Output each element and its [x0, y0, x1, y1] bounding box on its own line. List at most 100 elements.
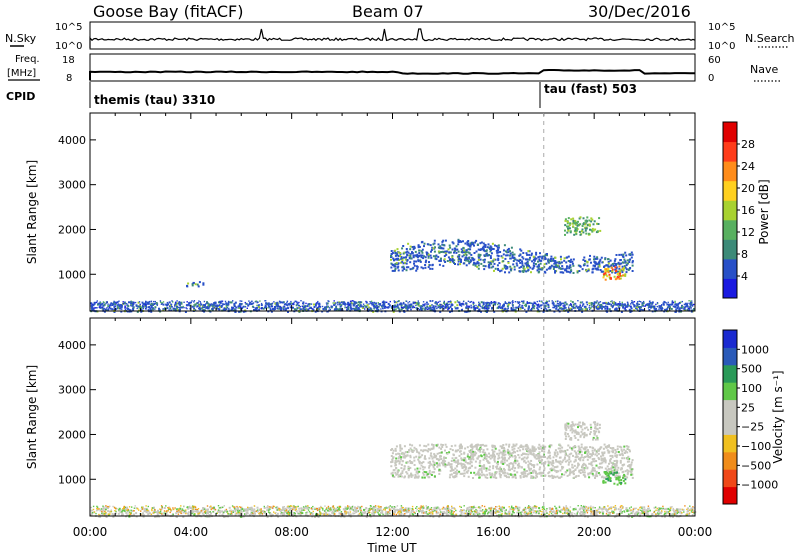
power-ground: [448, 300, 450, 303]
power-cell: [464, 242, 467, 245]
power-ground: [398, 300, 400, 302]
power-cell: [451, 255, 454, 258]
power-ground: [423, 305, 425, 307]
velocity-cell: [596, 422, 599, 425]
velocity-cell: [621, 452, 624, 455]
power-ground: [647, 307, 650, 309]
power-cell: [280, 308, 283, 310]
power-ground: [434, 302, 436, 304]
power-cell: [296, 307, 299, 310]
power-cell: [465, 257, 468, 260]
power-cell: [180, 302, 183, 305]
power-cell: [336, 308, 339, 311]
power-ground: [256, 304, 258, 307]
power-ground: [220, 300, 223, 302]
power-ground: [318, 305, 320, 307]
power-ground: [467, 300, 470, 302]
power-cell: [490, 249, 492, 251]
power-cell: [596, 257, 599, 260]
power-ground: [649, 300, 651, 302]
power-ground: [256, 301, 258, 304]
power-ground: [612, 304, 615, 306]
velocity-cell: [561, 467, 564, 470]
velocity-cell: [459, 445, 462, 448]
velocity-cell: [413, 464, 416, 466]
velocity-cell: [450, 513, 453, 516]
velocity-cell: [513, 469, 516, 472]
power-cell: [402, 262, 405, 265]
power-cell: [532, 303, 535, 306]
power-cell: [583, 263, 586, 266]
power-cell: [132, 306, 135, 309]
velocity-cell: [587, 454, 589, 457]
power-cell: [465, 249, 468, 252]
power-cell: [476, 262, 479, 265]
power-cell: [432, 247, 435, 250]
power-cell: [618, 263, 621, 266]
power-ground: [646, 303, 648, 306]
power-ground: [444, 303, 446, 306]
power-cell: [397, 306, 400, 309]
velocity-cell: [460, 509, 462, 511]
velocity-cell: [482, 449, 485, 452]
power-cell: [620, 275, 623, 277]
power-cell: [467, 240, 470, 242]
power-cell: [197, 285, 200, 288]
velocity-cell: [207, 508, 209, 511]
velocity-cell: [611, 456, 614, 459]
velocity-cell: [407, 476, 410, 479]
power-ground: [249, 301, 252, 304]
velocity-cell: [591, 446, 594, 449]
power-ground: [447, 308, 449, 311]
power-ground: [339, 302, 341, 304]
power-ground: [513, 307, 515, 309]
power-cell: [510, 269, 513, 272]
velocity-cell: [533, 464, 536, 467]
velocity-cell: [183, 511, 185, 514]
power-cell: [565, 267, 568, 270]
power-ground: [447, 308, 450, 310]
power-cell: [460, 260, 462, 263]
power-ground: [570, 303, 572, 305]
power-cell: [491, 248, 494, 250]
power-cell: [477, 248, 480, 251]
power-ground: [456, 307, 458, 309]
power-cell: [441, 243, 444, 246]
velocity-cell: [499, 466, 502, 469]
velocity-cell: [567, 511, 570, 514]
velocity-cell: [459, 450, 461, 453]
velocity-cell: [580, 456, 583, 459]
velocity-cell: [394, 462, 397, 465]
power-ground: [99, 301, 101, 303]
velocity-cell: [566, 454, 569, 457]
velocity-cell: [578, 452, 580, 455]
power-cell: [484, 250, 487, 253]
velocity-cell: [531, 475, 534, 478]
velocity-cell: [99, 514, 101, 517]
velocity-cell: [502, 444, 505, 446]
velocity-cell: [577, 462, 580, 465]
velocity-cell: [533, 466, 535, 469]
power-cell: [584, 260, 586, 263]
power-ground: [228, 308, 230, 311]
power-cell: [569, 261, 572, 264]
velocity-cell: [613, 463, 616, 466]
power-cell: [631, 261, 634, 264]
velocity-cell: [620, 448, 623, 451]
velocity-cell: [549, 475, 551, 478]
velocity-cell: [342, 513, 345, 516]
power-cell: [399, 303, 401, 306]
velocity-cell: [591, 458, 594, 461]
power-cell: [460, 248, 463, 251]
velocity-cell: [428, 465, 431, 467]
power-cell: [519, 307, 522, 310]
power-cell: [618, 265, 621, 268]
velocity-cell: [577, 445, 580, 448]
power-cell: [253, 309, 255, 311]
velocity-cell: [535, 474, 538, 477]
velocity-cell: [424, 455, 426, 458]
power-cell: [497, 306, 500, 309]
power-cell: [406, 254, 409, 257]
power-cell: [591, 218, 594, 221]
power-cbar-cell: [723, 122, 737, 143]
